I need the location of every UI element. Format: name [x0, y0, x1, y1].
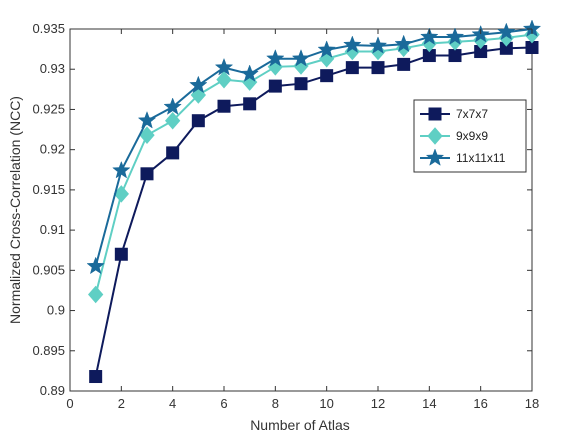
y-tick-label: 0.895: [32, 343, 65, 358]
data-point: [163, 97, 182, 115]
legend-entry: 11x11x11: [456, 151, 506, 165]
data-point: [166, 146, 180, 160]
y-axis-label: Normalized Cross-Correlation (NCC): [7, 96, 23, 324]
data-point: [214, 57, 234, 76]
y-tick-label: 0.89: [40, 383, 65, 398]
data-point: [112, 160, 131, 179]
x-tick-label: 8: [272, 396, 279, 411]
y-tick-label: 0.93: [40, 61, 65, 76]
data-point: [243, 97, 257, 111]
x-axis-label: Number of Atlas: [250, 417, 350, 433]
y-tick-label: 0.91: [40, 222, 65, 237]
data-point: [397, 57, 411, 71]
data-point: [317, 40, 336, 58]
data-point: [89, 370, 103, 384]
data-point: [216, 70, 232, 89]
series-2: [86, 19, 542, 275]
data-point: [294, 77, 308, 91]
data-point: [139, 126, 155, 144]
axes-box: [69, 28, 533, 392]
axis-ticks: 0 2 4 6 8 10 12 14 16 18 0.89 0.895 0.9 0.905 0.91 0.91…: [32, 21, 539, 411]
legend-marker: [425, 148, 445, 166]
legend-entry: 9x9x9: [456, 129, 488, 143]
plot-area: [69, 19, 542, 392]
y-tick-label: 0.92: [40, 142, 65, 157]
x-tick-label: 14: [422, 396, 436, 411]
data-point: [165, 111, 181, 130]
data-point: [345, 61, 359, 75]
data-point: [371, 61, 385, 75]
y-tick-label: 0.905: [32, 262, 65, 277]
x-tick-label: 10: [319, 396, 333, 411]
x-tick-label: 12: [371, 396, 385, 411]
data-point: [394, 34, 413, 53]
data-point: [497, 22, 516, 41]
data-point: [266, 49, 285, 67]
data-point: [217, 99, 231, 113]
y-tick-label: 0.915: [32, 182, 65, 197]
y-tick-label: 0.9: [47, 303, 65, 318]
series-line: [94, 46, 533, 377]
series-0: [89, 41, 539, 384]
data-point: [137, 111, 157, 129]
legend-marker: [428, 107, 442, 121]
data-point: [189, 75, 208, 94]
data-point: [445, 27, 465, 45]
x-tick-label: 6: [220, 396, 227, 411]
data-point: [368, 36, 388, 54]
data-point: [191, 114, 205, 128]
x-tick-label: 0: [66, 396, 73, 411]
data-point: [88, 285, 104, 304]
data-point: [320, 69, 334, 83]
legend-entry: 7x7x7: [456, 107, 488, 121]
legend: 7x7x7 9x9x9 11x11x11: [413, 99, 527, 173]
data-point: [448, 49, 462, 63]
data-point: [291, 49, 311, 67]
x-tick-label: 16: [473, 396, 487, 411]
data-point: [343, 35, 362, 53]
legend-marker: [427, 127, 443, 145]
data-point: [420, 27, 439, 45]
data-point: [268, 79, 282, 93]
data-point: [140, 167, 154, 181]
x-tick-label: 2: [118, 396, 125, 411]
data-point: [240, 64, 259, 82]
data-point: [86, 256, 105, 275]
y-tick-label: 0.935: [32, 21, 65, 36]
y-tick-label: 0.925: [32, 101, 65, 116]
data-point: [114, 247, 128, 261]
x-tick-label: 18: [525, 396, 539, 411]
x-tick-label: 4: [169, 396, 176, 411]
